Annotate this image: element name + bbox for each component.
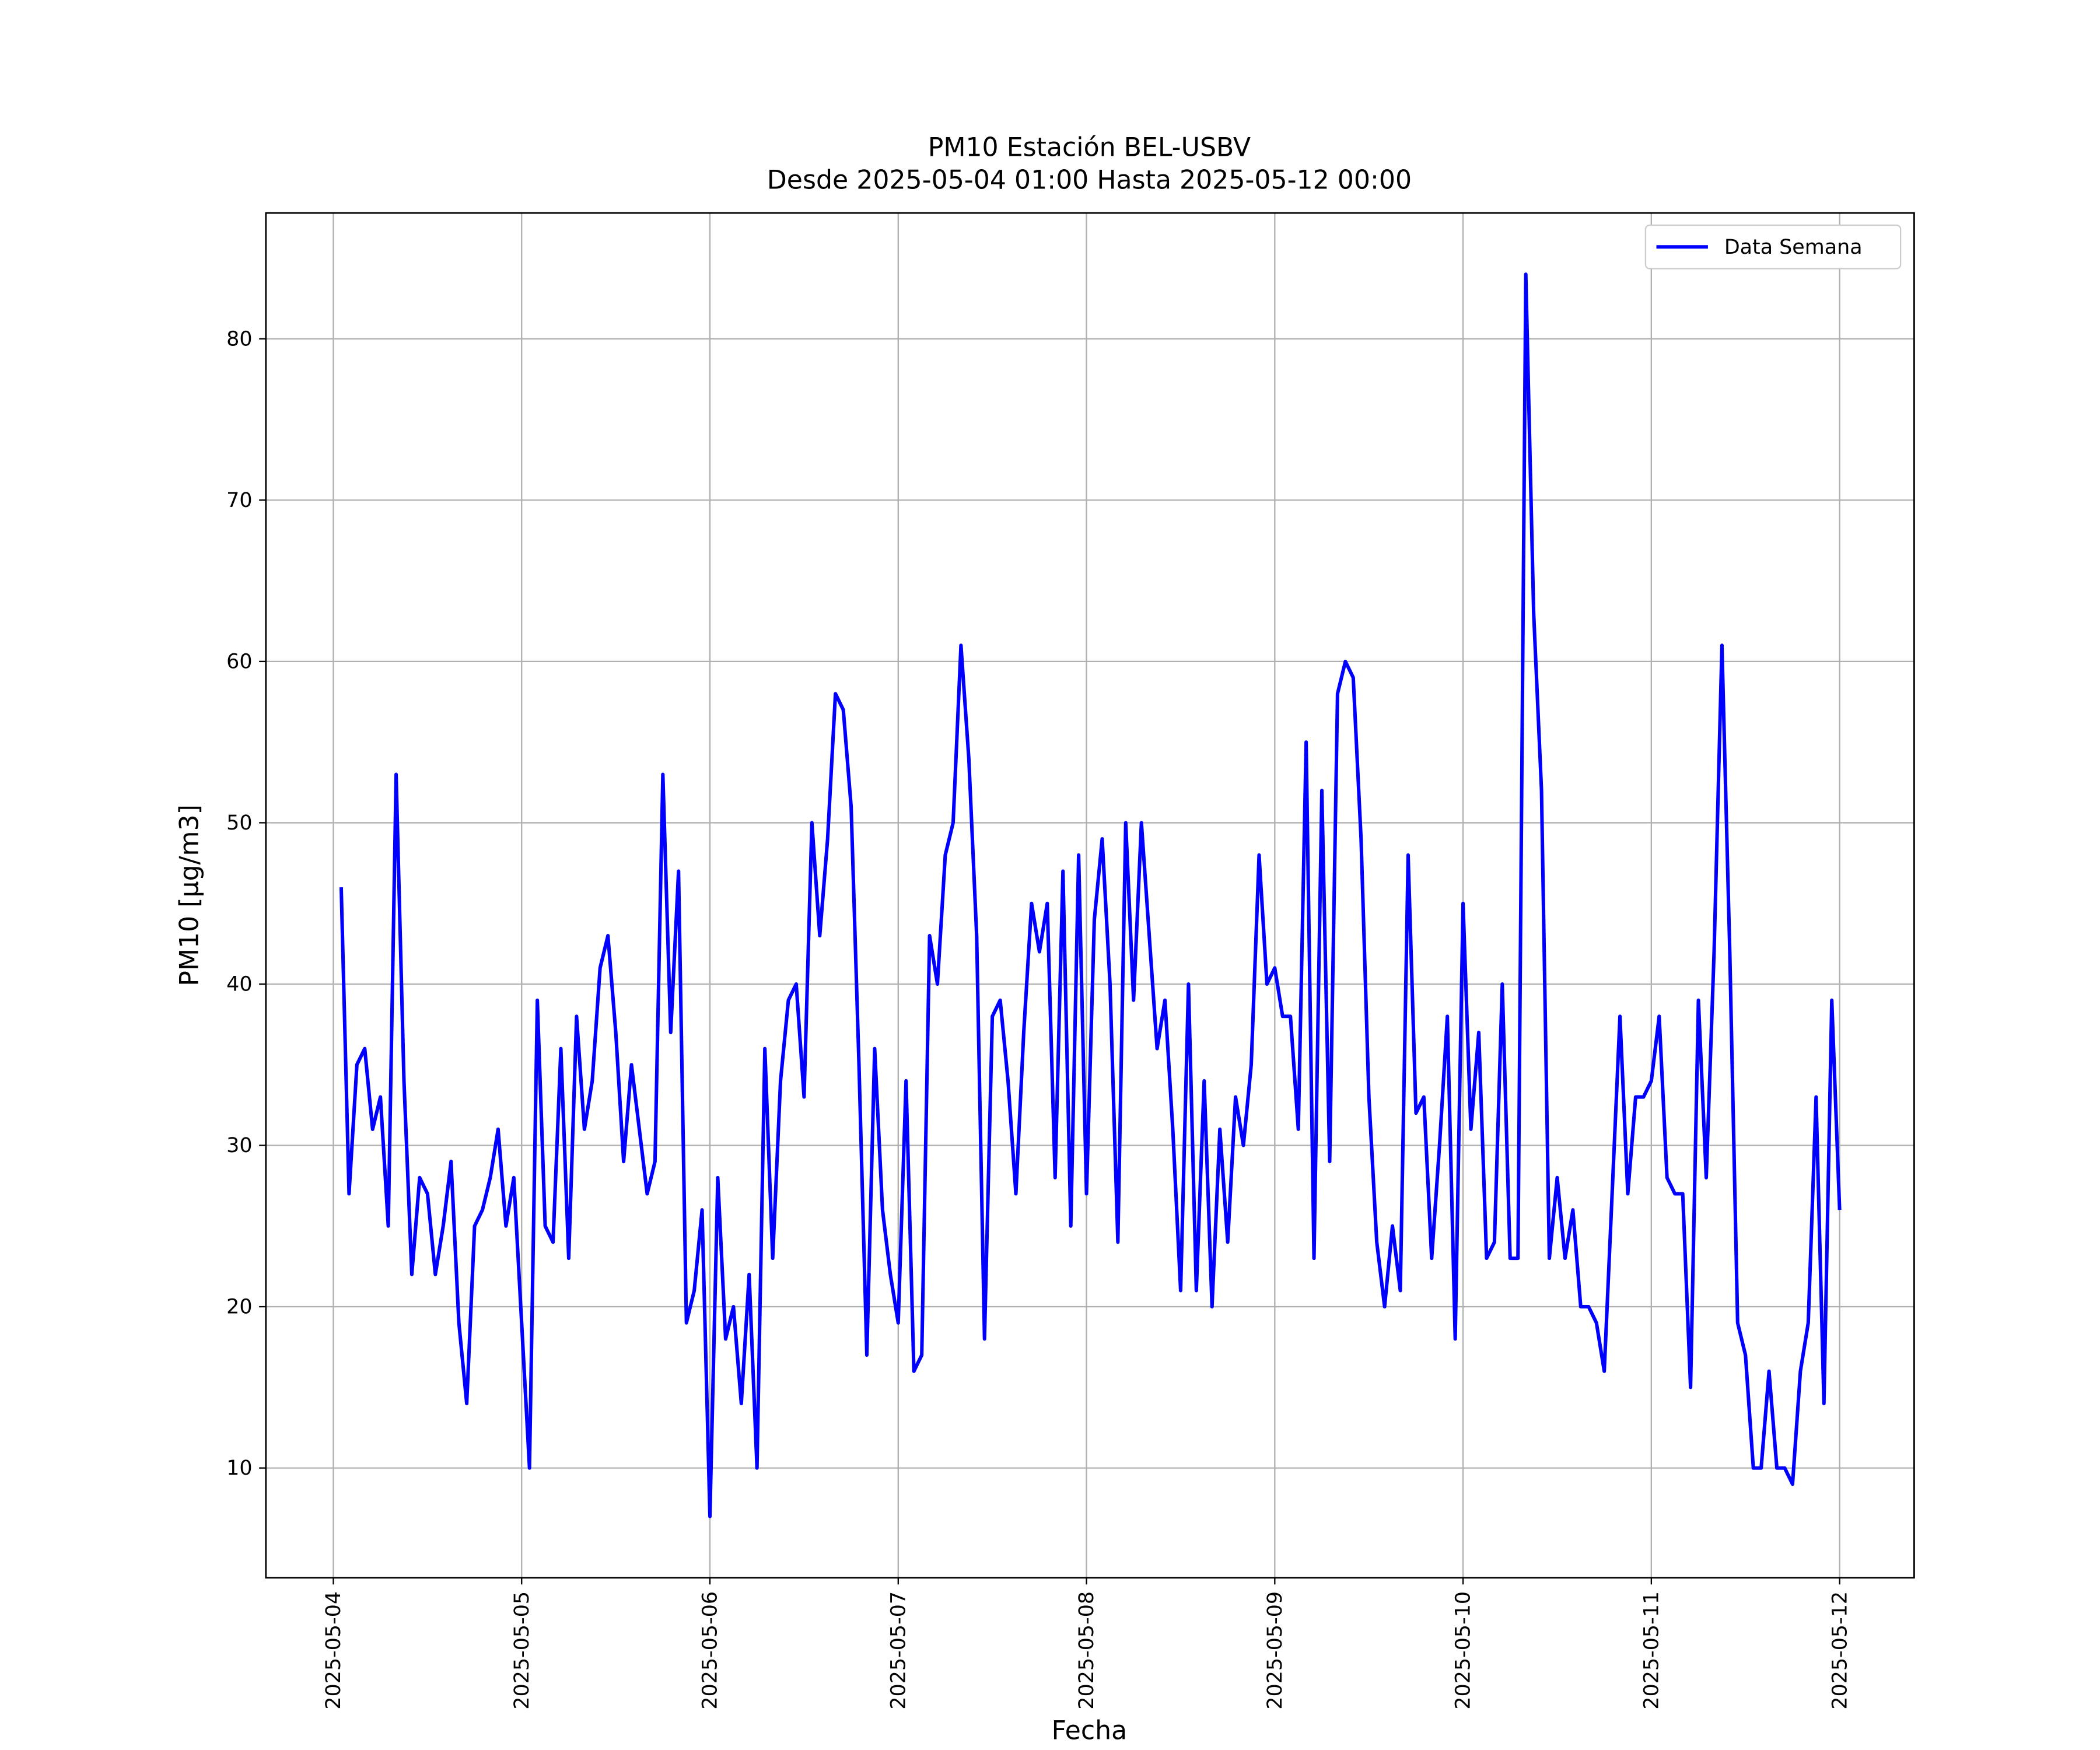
y-tick-label: 70 xyxy=(226,489,252,512)
x-tick-label: 2025-05-10 xyxy=(1452,1591,1475,1710)
x-tick-label: 2025-05-09 xyxy=(1264,1591,1287,1710)
y-tick-label: 50 xyxy=(226,811,252,835)
x-tick-label: 2025-05-11 xyxy=(1640,1591,1663,1710)
plot-frame xyxy=(265,212,1915,1579)
x-tick-label: 2025-05-12 xyxy=(1828,1591,1852,1710)
y-tick-label: 80 xyxy=(226,327,252,351)
x-axis-label: Fecha xyxy=(1052,1716,1128,1745)
data-line xyxy=(339,272,1842,1518)
chart-title: PM10 Estación BEL-USBV xyxy=(928,132,1251,162)
legend-box xyxy=(1644,224,1902,270)
y-tick-label: 20 xyxy=(226,1296,252,1319)
y-axis-label: PM10 [μg/m3] xyxy=(175,804,205,986)
x-tick-label: 2025-05-04 xyxy=(322,1591,345,1710)
x-tick-label: 2025-05-05 xyxy=(510,1591,534,1710)
chart-subtitle: Desde 2025-05-04 01:00 Hasta 2025-05-12 … xyxy=(767,165,1412,195)
x-tick-label: 2025-05-07 xyxy=(887,1591,910,1710)
x-tick-label: 2025-05-08 xyxy=(1075,1591,1098,1710)
y-tick-label: 60 xyxy=(226,650,252,674)
y-tick-label: 40 xyxy=(226,973,252,996)
y-tick-label: 10 xyxy=(226,1457,252,1480)
legend-label: Data Semana xyxy=(1724,236,1863,259)
x-tick-label: 2025-05-06 xyxy=(699,1591,722,1710)
y-tick-label: 30 xyxy=(226,1134,252,1157)
plot-area: 10 20 30 40 50 60 70 80 2025-05-04 2025-05-05 2025… xyxy=(226,212,1915,1710)
